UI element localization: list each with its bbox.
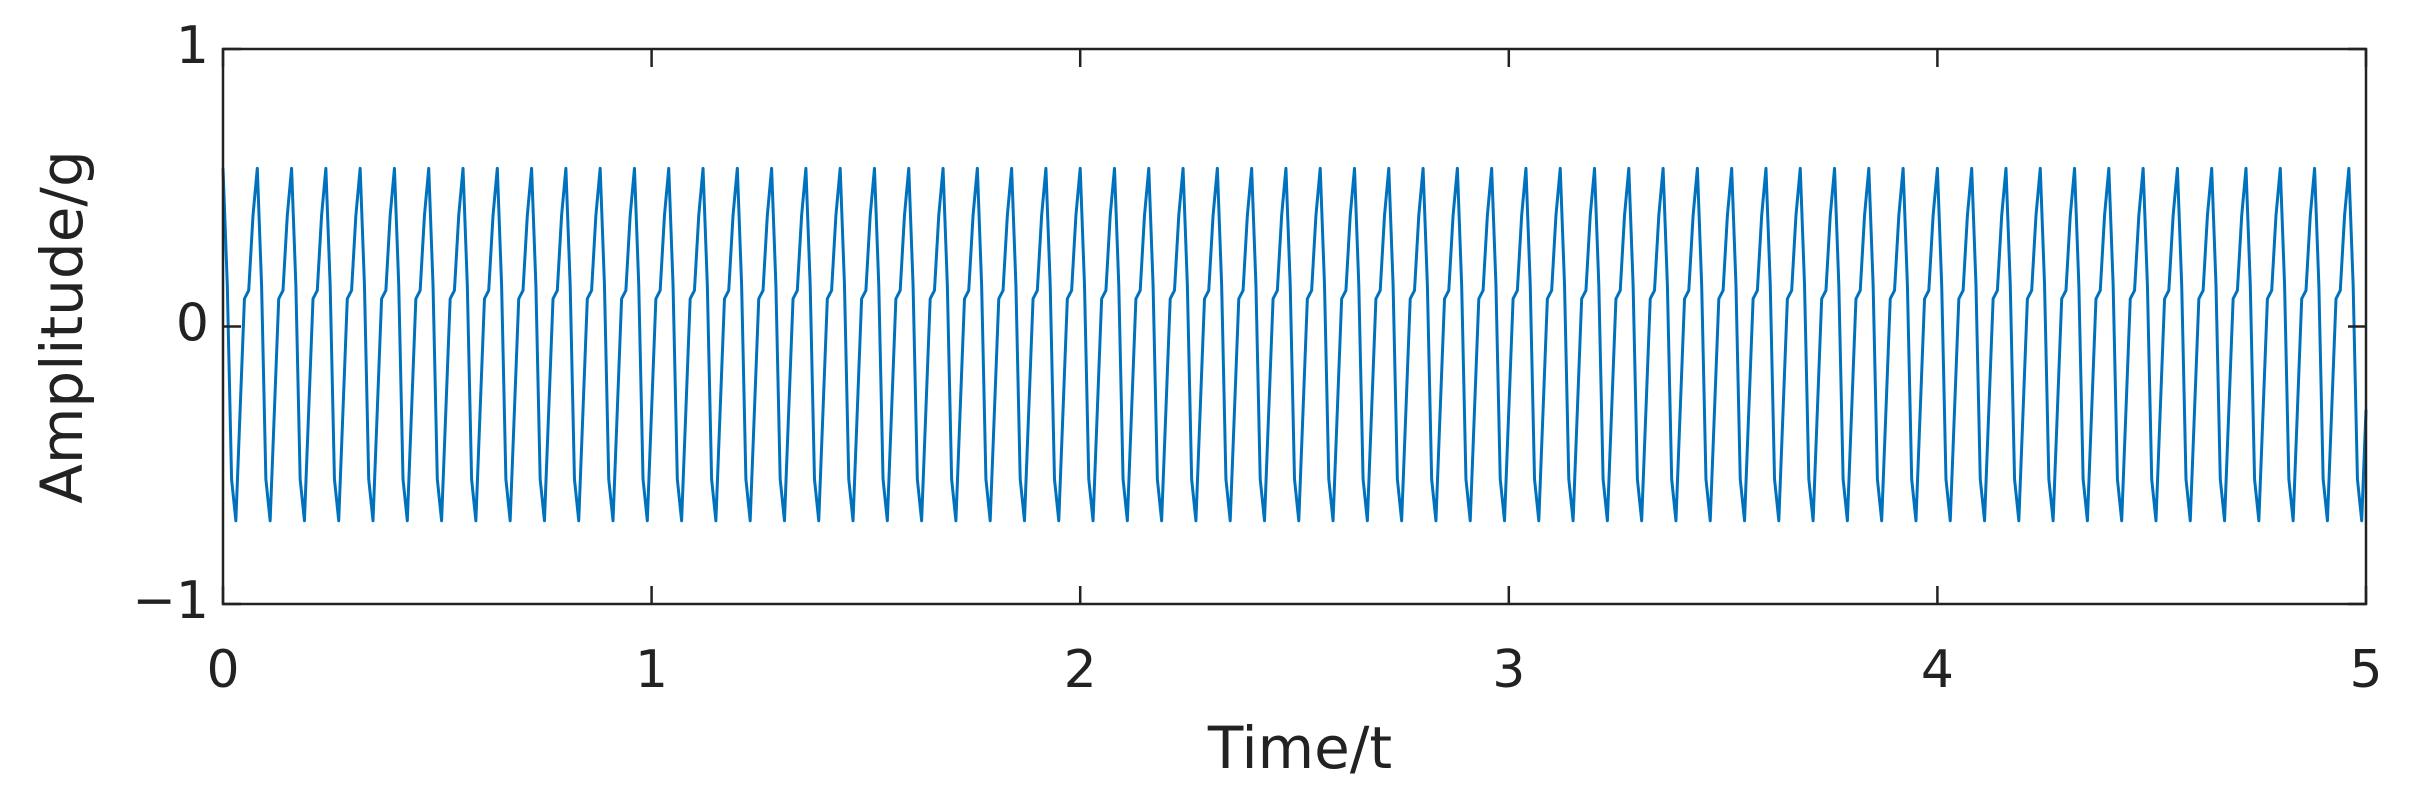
y-tick-label: 0 xyxy=(176,294,209,354)
x-tick-label: 5 xyxy=(2349,640,2382,700)
x-tick-label: 1 xyxy=(635,640,668,700)
y-tick-label: 1 xyxy=(176,16,209,76)
data-line xyxy=(221,166,2368,523)
y-axis-label: Amplitude/g xyxy=(28,150,96,504)
x-tick-label: 0 xyxy=(206,640,239,700)
x-tick-label: 3 xyxy=(1492,640,1525,700)
y-tick-label: −1 xyxy=(132,571,209,631)
x-tick-label: 4 xyxy=(1921,640,1954,700)
x-axis-label: Time/t xyxy=(1207,714,1392,782)
x-tick-label: 2 xyxy=(1064,640,1097,700)
